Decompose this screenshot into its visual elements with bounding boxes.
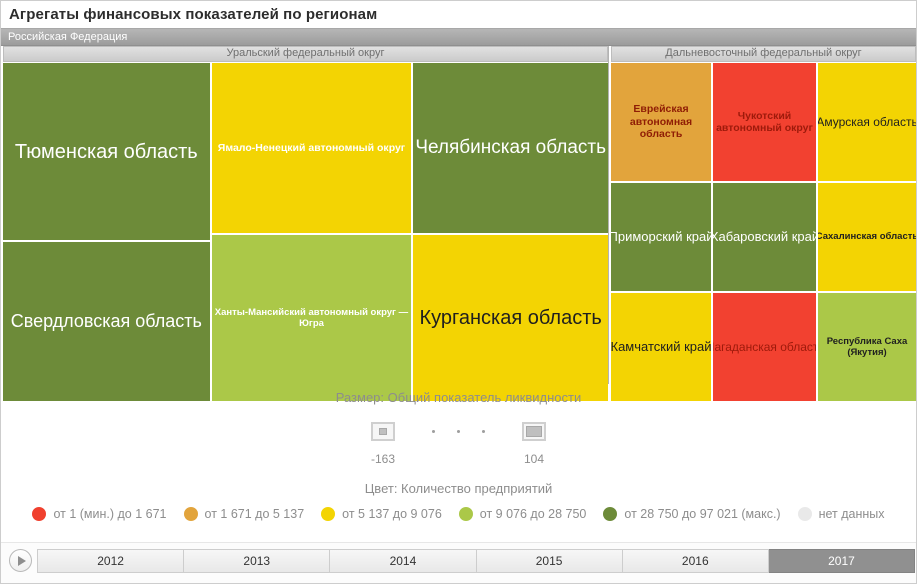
color-legend: от 1 (мин.) до 1 671 от 1 671 до 5 137 о… [1, 507, 916, 521]
treemap-cells-far-east: Еврейская автономная область Чукотский а… [611, 63, 916, 401]
size-legend-title: Размер: Общий показатель ликвидности [335, 390, 582, 405]
year-button-2014[interactable]: 2014 [330, 549, 477, 573]
color-legend-item: от 5 137 до 9 076 [321, 507, 442, 521]
year-button-2017[interactable]: 2017 [768, 549, 916, 573]
group-header-far-east: Дальневосточный федеральный округ [611, 46, 916, 62]
legend-dot-nodata-icon [797, 507, 812, 521]
treemap-group-far-east: Дальневосточный федеральный округ Еврейс… [611, 46, 916, 401]
year-button-2016[interactable]: 2016 [622, 549, 769, 573]
play-button[interactable] [9, 549, 32, 572]
color-legend-label: от 9 076 до 28 750 [479, 507, 587, 521]
treemap-cell-chelyabinsk[interactable]: Челябинская область [413, 63, 608, 234]
treemap-cell-yamalo-nenets[interactable]: Ямало-Ненецкий автономный округ [211, 63, 412, 234]
breadcrumb[interactable]: Российская Федерация [1, 28, 916, 46]
legend-dot-yellow-icon [321, 507, 336, 521]
color-legend-item: от 1 671 до 5 137 [183, 507, 305, 521]
color-legend-label: нет данных [818, 507, 885, 521]
color-legend-label: от 5 137 до 9 076 [342, 507, 442, 521]
treemap-cell-sverdlovsk[interactable]: Свердловская область [3, 242, 210, 401]
treemap-column: Тюменская область Свердловская область [3, 63, 210, 401]
treemap-cell-tyumen[interactable]: Тюменская область [3, 63, 210, 241]
treemap-cell-amur[interactable]: Амурская область [818, 63, 916, 182]
treemap-column: Ямало-Ненецкий автономный округ Ханты-Ма… [211, 63, 412, 401]
treemap-cell-chukotka[interactable]: Чукотский автономный округ [713, 63, 816, 182]
year-button-2012[interactable]: 2012 [37, 549, 185, 573]
timeline-bar: 2012 2013 2014 2015 2016 2017 [1, 542, 916, 583]
treemap-cell-kamchatka[interactable]: Камчатский край [611, 293, 711, 401]
legend-dot-red-icon [32, 507, 47, 521]
color-legend-label: от 1 (мин.) до 1 671 [53, 507, 167, 521]
size-legend-dots [420, 430, 497, 433]
color-legend-label: от 28 750 до 97 021 (макс.) [624, 507, 781, 521]
legend-dot-darkgreen-icon [603, 507, 618, 521]
legend-dot-lightgreen-icon [458, 507, 473, 521]
color-legend-item: от 28 750 до 97 021 (макс.) [603, 507, 781, 521]
size-max-icon [522, 422, 546, 441]
page-title: Агрегаты финансовых показателей по регио… [9, 6, 378, 23]
group-divider [608, 46, 609, 384]
treemap-column: Челябинская область Курганская область [413, 63, 608, 401]
year-button-2015[interactable]: 2015 [476, 549, 623, 573]
treemap-cell-jewish-ao[interactable]: Еврейская автономная область [611, 63, 711, 182]
treemap-cell-khanty-mansi[interactable]: Ханты-Мансийский автономный округ — Югра [211, 235, 412, 401]
group-header-ural: Уральский федеральный округ [3, 46, 608, 62]
treemap-cell-primorsky[interactable]: Приморский край [611, 183, 711, 292]
treemap-cell-sakhalin[interactable]: Сахалинская область [818, 183, 916, 292]
size-legend-min: -163 [360, 422, 406, 466]
treemap-cell-kurgan[interactable]: Курганская область [413, 235, 608, 401]
size-max-value: 104 [523, 452, 545, 466]
size-legend: -163 104 [1, 422, 916, 466]
color-legend-label: от 1 671 до 5 137 [204, 507, 305, 521]
size-min-value: -163 [370, 452, 396, 466]
treemap-cell-magadan[interactable]: Магаданская область [713, 293, 816, 401]
size-legend-max: 104 [511, 422, 557, 466]
play-icon [17, 555, 26, 566]
color-legend-title: Цвет: Количество предприятий [364, 481, 553, 496]
treemap-cell-sakha[interactable]: Республика Саха (Якутия) [818, 293, 916, 401]
treemap-group-ural: Уральский федеральный округ Тюменская об… [3, 46, 608, 401]
treemap-cell-khabarovsk[interactable]: Хабаровский край [713, 183, 816, 292]
treemap-cells-ural: Тюменская область Свердловская область Я… [3, 63, 608, 401]
color-legend-item: нет данных [797, 507, 885, 521]
year-button-2013[interactable]: 2013 [184, 549, 331, 573]
color-legend-item: от 1 (мин.) до 1 671 [32, 507, 167, 521]
color-legend-item: от 9 076 до 28 750 [458, 507, 587, 521]
legend-dot-orange-icon [183, 507, 198, 521]
year-selector: 2012 2013 2014 2015 2016 2017 [37, 549, 916, 573]
size-min-icon [371, 422, 395, 441]
